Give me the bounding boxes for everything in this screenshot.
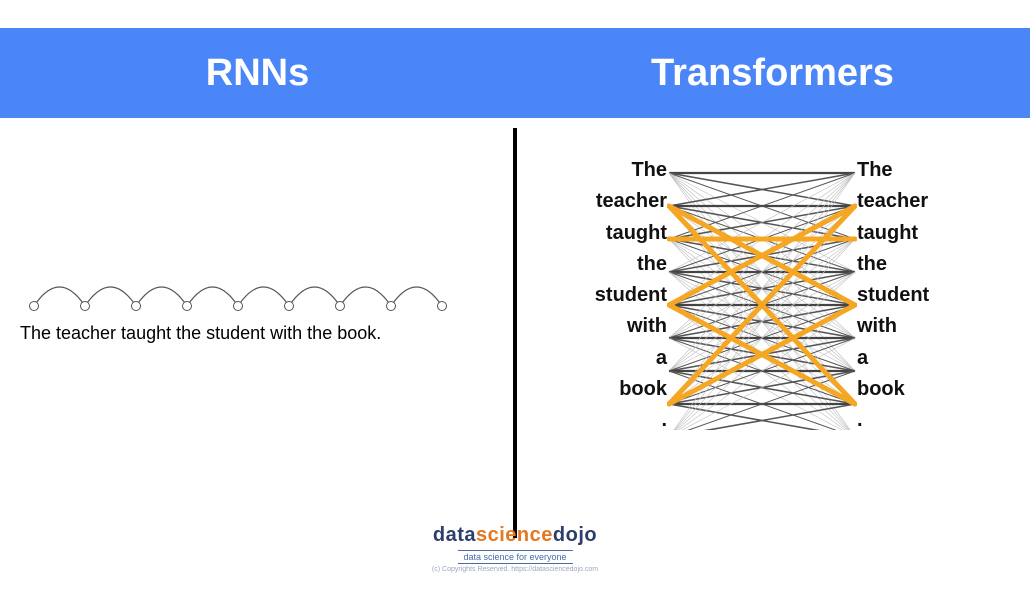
transformer-right-word: with	[857, 316, 949, 336]
transformer-left-word: book	[575, 379, 667, 399]
transformer-left-word: the	[575, 254, 667, 274]
transformer-right-word: teacher	[857, 191, 949, 211]
logo-tagline: data science for everyone	[457, 550, 572, 564]
transformer-left-word: a	[575, 348, 667, 368]
transformer-left-words: The teacher taught the student with a book.	[575, 160, 667, 430]
header-bar: RNNs Transformers	[0, 28, 1030, 118]
transformer-right-word: The	[857, 160, 949, 180]
rnn-diagram: The teacher taught the student with the …	[20, 248, 460, 344]
transformer-right-word: taught	[857, 223, 949, 243]
rnn-arcs-svg	[20, 248, 460, 318]
transformer-right-word: .	[857, 410, 949, 430]
header-transformers: Transformers	[515, 28, 1030, 118]
transformer-left-word: taught	[575, 223, 667, 243]
transformer-left-word: student	[575, 285, 667, 305]
rnn-sentence: The teacher taught the student with the …	[20, 323, 460, 344]
content-area: The teacher taught the student with the …	[0, 118, 1030, 548]
logo-part-1: data	[433, 524, 476, 546]
transformer-left-word: The	[575, 160, 667, 180]
transformer-attention-svg	[667, 160, 857, 430]
transformer-right-words: The teacher taught the student with a book.	[857, 160, 949, 430]
rnn-panel: The teacher taught the student with the …	[0, 118, 515, 548]
logo-part-2: science	[476, 524, 553, 546]
transformer-right-word: the	[857, 254, 949, 274]
transformer-left-word: with	[575, 316, 667, 336]
transformer-diagram: The teacher taught the student with a book. The…	[575, 160, 949, 430]
transformer-right-word: a	[857, 348, 949, 368]
logo: datasciencedojo	[432, 524, 598, 547]
logo-part-3: dojo	[553, 524, 597, 546]
transformer-right-word: book	[857, 379, 949, 399]
footer: datasciencedojo data science for everyon…	[432, 524, 598, 573]
transformer-right-word: student	[857, 285, 949, 305]
transformer-left-word: .	[575, 410, 667, 430]
transformer-panel: The teacher taught the student with a book. The…	[515, 118, 1030, 548]
header-rnn: RNNs	[0, 28, 515, 118]
copyright-text: (c) Copyrights Reserved. https://datasci…	[432, 566, 598, 573]
transformer-left-word: teacher	[575, 191, 667, 211]
